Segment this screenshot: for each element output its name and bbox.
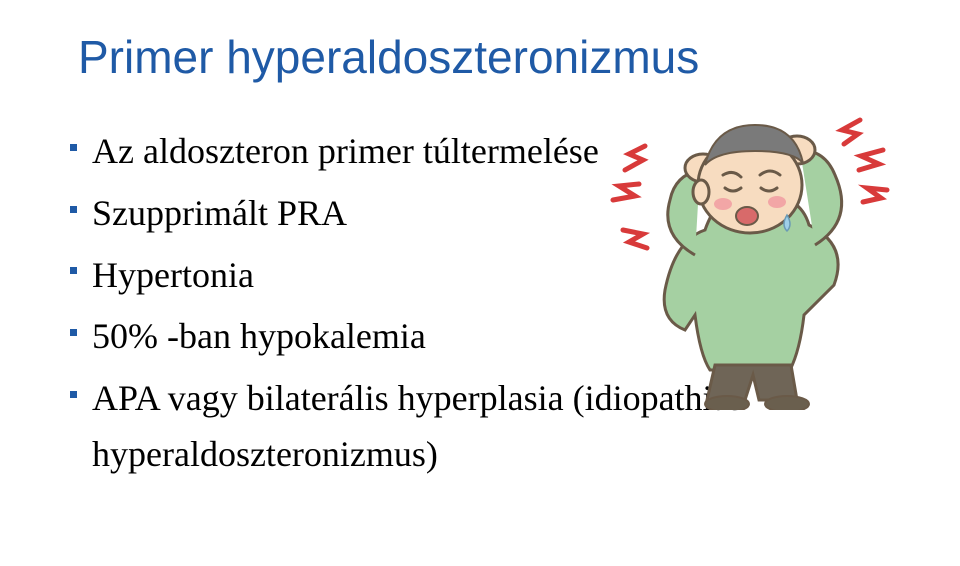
blush-right xyxy=(768,196,786,208)
ear xyxy=(693,180,709,204)
pants xyxy=(707,365,797,400)
headache-cartoon-illustration xyxy=(605,80,905,410)
list-item-text: Szupprimált PRA xyxy=(92,193,347,233)
mouth xyxy=(736,207,758,225)
pain-marks-right-icon xyxy=(842,120,887,202)
list-item-text: Az aldoszteron primer túltermelése xyxy=(92,131,599,171)
bullet-dot xyxy=(70,144,77,151)
shoe-left xyxy=(705,396,749,410)
list-item-text: 50% -ban hypokalemia xyxy=(92,316,426,356)
bullet-dot xyxy=(70,391,77,398)
pain-marks-left-icon xyxy=(613,146,647,248)
bullet-dot xyxy=(70,206,77,213)
bullet-dot xyxy=(70,267,77,274)
slide-title: Primer hyperaldoszteronizmus xyxy=(78,30,890,84)
sweat-drop-icon xyxy=(784,215,790,231)
shoe-right xyxy=(765,396,809,410)
list-item-text: Hypertonia xyxy=(92,255,254,295)
bullet-dot xyxy=(70,329,77,336)
blush-left xyxy=(714,198,732,210)
